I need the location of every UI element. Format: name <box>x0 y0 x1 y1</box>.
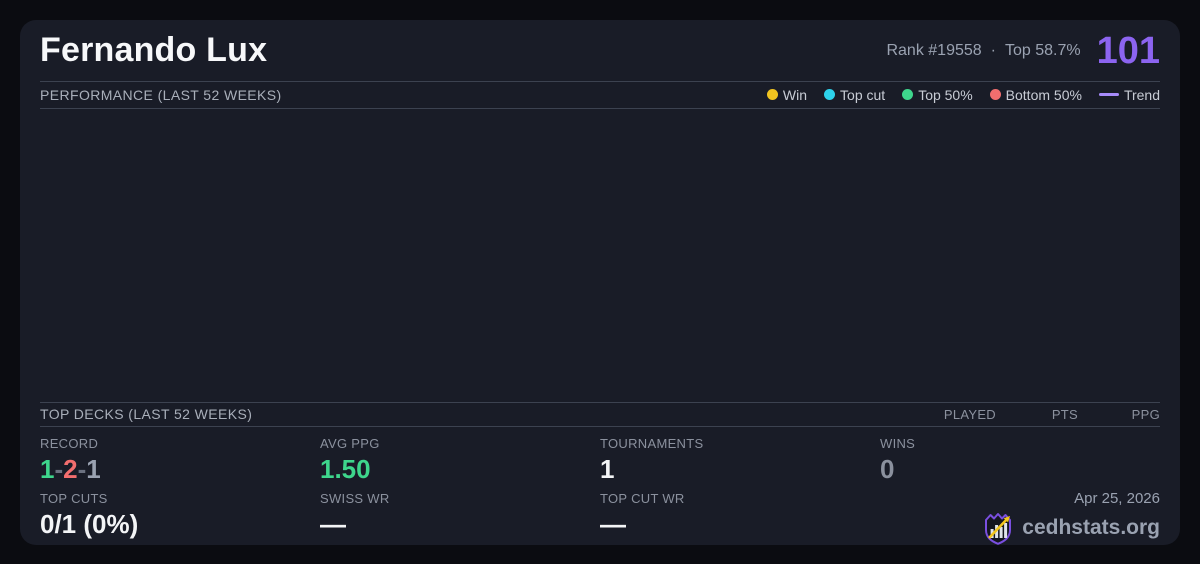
stats-grid: RECORD 1-2-1 AVG PPG 1.50 TOURNAMENTS 1 … <box>40 427 1160 545</box>
top-decks-title: TOP DECKS (LAST 52 WEEKS) <box>40 406 253 423</box>
generated-date: Apr 25, 2026 <box>1074 490 1160 507</box>
stat-swiss-wr: SWISS WR — <box>320 490 600 545</box>
top-decks-column-headers: PLAYED PTS PPG <box>914 407 1160 422</box>
legend-dot-icon <box>824 89 836 101</box>
chart-legend: Win Top cut Top 50% Bottom 50% Trend <box>766 86 1160 103</box>
performance-title: PERFORMANCE (LAST 52 WEEKS) <box>40 86 282 103</box>
record-part: - <box>54 454 64 484</box>
legend-trend-line-icon <box>1098 93 1119 97</box>
stat-record-label: RECORD <box>40 436 99 451</box>
player-score: 101 <box>1096 29 1160 72</box>
legend-label: Trend <box>1123 86 1160 103</box>
cedhstats-logo-icon <box>985 513 1012 545</box>
top-decks-section-header: TOP DECKS (LAST 52 WEEKS) PLAYED PTS PPG <box>40 401 1160 427</box>
performance-chart-area <box>40 109 1160 402</box>
stat-top-cuts: TOP CUTS 0/1 (0%) <box>40 490 320 545</box>
legend-item-bottom-50-: Bottom 50% <box>989 86 1082 103</box>
legend-label: Win <box>782 86 808 103</box>
top-percent-label: Top 58.7% <box>1004 41 1081 59</box>
stat-swiss-wr-label: SWISS WR <box>320 491 390 506</box>
legend-label: Top 50% <box>918 86 973 103</box>
record-part: 1 <box>86 454 101 484</box>
stat-top-cut-wr: TOP CUT WR — <box>600 490 880 545</box>
brand-name: cedhstats.org <box>1022 516 1160 539</box>
stat-record-value: 1-2-1 <box>40 452 320 486</box>
stat-wins-label: WINS <box>880 436 916 451</box>
stat-tournaments-label: TOURNAMENTS <box>600 436 704 451</box>
record-part: 2 <box>63 454 78 484</box>
legend-item-top-50-: Top 50% <box>902 86 973 103</box>
stat-top-cuts-label: TOP CUTS <box>40 491 108 506</box>
player-name: Fernando Lux <box>40 31 268 69</box>
stat-record: RECORD 1-2-1 <box>40 435 320 490</box>
stat-wins-value: 0 <box>880 454 895 484</box>
stat-top-cuts-value: 0/1 (0%) <box>40 509 139 539</box>
footer-branding: Apr 25, 2026 cedhstats.org <box>880 490 1160 545</box>
stat-tournaments-value: 1 <box>600 454 615 484</box>
rank-label: Rank #19558 <box>886 41 982 59</box>
rank-summary: Rank #19558 · Top 58.7% 101 <box>886 32 1160 70</box>
stat-top-cut-wr-value: — <box>600 509 626 539</box>
stat-top-cut-wr-label: TOP CUT WR <box>600 491 685 506</box>
legend-label: Bottom 50% <box>1005 86 1082 103</box>
stat-avg-ppg-value: 1.50 <box>320 454 371 484</box>
record-part: - <box>77 454 87 484</box>
stat-swiss-wr-value: — <box>320 509 346 539</box>
legend-label: Top cut <box>840 86 886 103</box>
legend-item-top-cut: Top cut <box>824 87 885 103</box>
stat-avg-ppg: AVG PPG 1.50 <box>320 435 600 490</box>
stat-avg-ppg-label: AVG PPG <box>320 436 380 451</box>
player-stats-card: Fernando Lux Rank #19558 · Top 58.7% 101… <box>20 20 1180 545</box>
legend-dot-icon <box>989 89 1001 101</box>
card-header: Fernando Lux Rank #19558 · Top 58.7% 101 <box>40 20 1160 83</box>
stat-tournaments: TOURNAMENTS 1 <box>600 435 880 490</box>
performance-section-header: PERFORMANCE (LAST 52 WEEKS) Win Top cut To… <box>40 82 1160 109</box>
deck-column-ppg: PPG <box>1131 406 1160 422</box>
rank-separator: · <box>990 41 996 59</box>
brand-row: cedhstats.org <box>982 511 1160 545</box>
stat-wins: WINS 0 <box>880 435 1160 490</box>
legend-item-trend: Trend <box>1098 86 1160 103</box>
legend-item-win: Win <box>766 86 808 103</box>
record-part: 1 <box>40 454 55 484</box>
deck-column-played: PLAYED <box>943 406 996 422</box>
legend-dot-icon <box>766 89 778 101</box>
legend-dot-icon <box>902 89 914 101</box>
deck-column-pts: PTS <box>1051 406 1078 422</box>
